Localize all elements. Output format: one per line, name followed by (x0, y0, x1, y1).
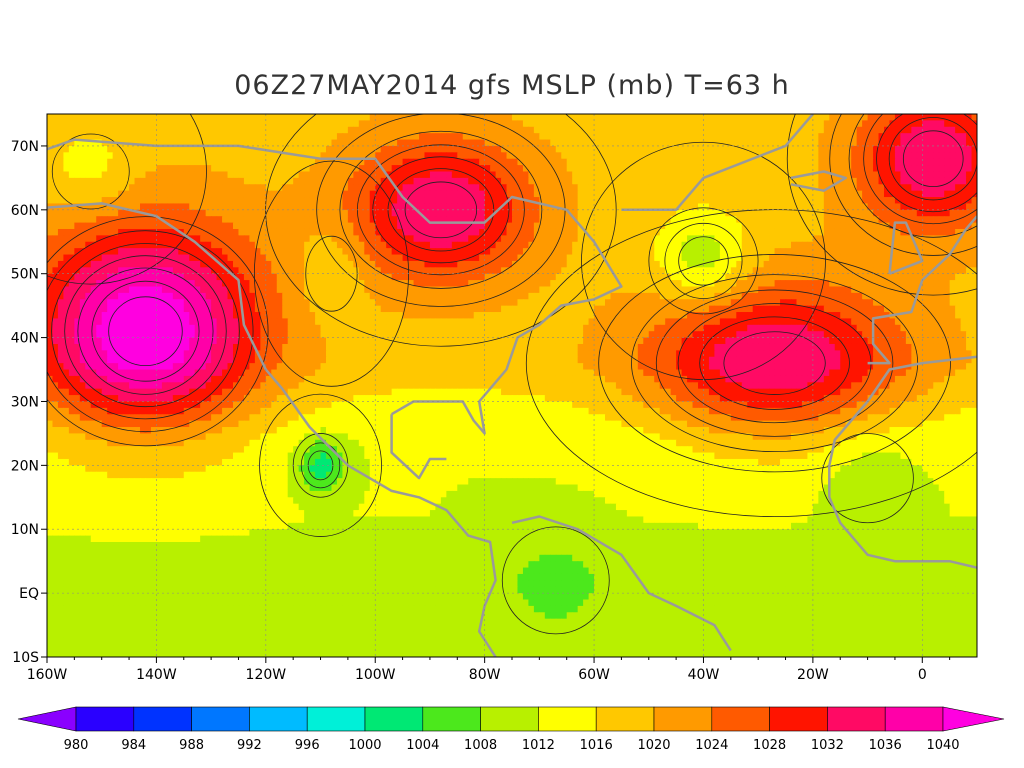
y-tick-label: 20N (11, 458, 39, 474)
pressure-field (47, 114, 977, 657)
colorbar-segment (422, 706, 481, 732)
y-tick-label: 60N (11, 203, 39, 219)
x-tick-label: 0 (918, 667, 927, 683)
colorbar-max-arrow (942, 706, 1005, 732)
colorbar-label: 1032 (811, 738, 844, 753)
x-tick-label: 20W (797, 667, 829, 683)
colorbar-segment (595, 706, 655, 732)
colorbar-label: 1020 (637, 738, 670, 753)
x-tick-label: 100W (355, 667, 396, 683)
colorbar-segment (653, 706, 713, 732)
colorbar-segment (538, 706, 597, 732)
colorbar-segment (769, 706, 828, 732)
colorbar-label: 1024 (695, 738, 728, 753)
x-tick-label: 80W (469, 667, 501, 683)
isobar-contours (47, 114, 977, 635)
y-tick-label: 40N (11, 331, 39, 347)
colorbar: 980 984 988 992 996 1000 1004 1008 1012 1016 1020 1… (17, 706, 1005, 753)
colorbar-label: 1040 (926, 738, 959, 753)
colorbar-label: 1004 (406, 738, 439, 753)
colorbar-label: 980 (64, 738, 89, 753)
colorbar-segment (480, 706, 539, 732)
x-tick-label: 160W (27, 667, 68, 683)
colorbar-segment (75, 706, 135, 732)
y-axis-ticks: 70N 60N 50N 40N 30N 20N 10N EQ 10S (11, 139, 47, 666)
y-tick-label: 10S (12, 650, 39, 666)
colorbar-label: 1012 (522, 738, 555, 753)
colorbar-label: 1016 (580, 738, 613, 753)
x-axis-ticks: 160W 140W 120W 100W 80W 60W 40W 20W 0 (27, 657, 951, 683)
y-tick-label: 10N (11, 522, 39, 538)
colorbar-label: 1008 (464, 738, 497, 753)
y-tick-label: 30N (11, 394, 39, 410)
colorbar-segment (884, 706, 944, 732)
colorbar-label: 1028 (753, 738, 786, 753)
colorbar-segment (711, 706, 770, 732)
chart-title: 06Z27MAY2014 gfs MSLP (mb) T=63 h (234, 70, 790, 101)
y-tick-label: 50N (11, 267, 39, 283)
colorbar-label: 992 (237, 738, 262, 753)
colorbar-min-arrow (17, 706, 77, 732)
colorbar-segment (249, 706, 308, 732)
x-tick-label: 120W (246, 667, 287, 683)
colorbar-segment (306, 706, 366, 732)
colorbar-label: 988 (179, 738, 204, 753)
colorbar-label: 1000 (348, 738, 381, 753)
x-tick-label: 60W (578, 667, 610, 683)
x-tick-label: 140W (136, 667, 177, 683)
y-tick-label: EQ (19, 586, 39, 602)
colorbar-label: 996 (295, 738, 320, 753)
colorbar-segment (364, 706, 424, 732)
colorbar-segment (191, 706, 250, 732)
graticule (47, 114, 977, 657)
y-tick-label: 70N (11, 139, 39, 155)
colorbar-label: 984 (121, 738, 146, 753)
colorbar-segment (133, 706, 192, 732)
x-tick-label: 40W (688, 667, 720, 683)
colorbar-label: 1036 (869, 738, 902, 753)
colorbar-segment (827, 706, 886, 732)
